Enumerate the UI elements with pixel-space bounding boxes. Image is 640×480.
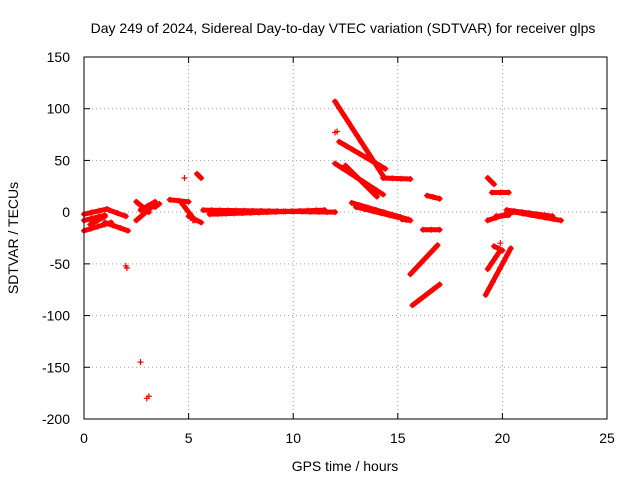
y-tick-label: -150 [42,359,70,375]
chart-title: Day 249 of 2024, Sidereal Day-to-day VTE… [91,20,596,36]
plot-frame [84,57,607,419]
data-track-34 [493,212,512,219]
data-point [137,359,143,365]
sdtvar-chart: Day 249 of 2024, Sidereal Day-to-day VTE… [0,0,640,480]
grid-lines [84,57,607,419]
data-track-20 [380,175,413,182]
track-line [105,222,128,230]
y-tick-label: 100 [47,101,71,117]
y-tick-label: 0 [62,204,70,220]
x-tick-label: 15 [390,430,406,446]
data-track-26 [420,227,443,233]
data-track-10 [167,197,192,205]
data-track-13 [194,171,204,181]
data-point [181,175,187,181]
data-track-24 [407,242,440,277]
x-tick-label: 5 [185,430,193,446]
data-track-36 [512,209,564,223]
data-track-4 [102,219,131,233]
data-track-23 [399,216,413,223]
x-tick-label: 20 [495,430,511,446]
data-track-19 [343,163,380,200]
data-track-32 [489,189,512,195]
x-axis-label: GPS time / hours [292,458,399,474]
y-tick-label: 50 [54,152,70,168]
data-track-5 [106,207,129,219]
y-axis-label: SDTVAR / TECUs [5,182,21,294]
data-track-31 [485,175,497,187]
y-tick-label: -200 [42,411,70,427]
y-tick-label: -50 [50,256,70,272]
x-tick-label: 25 [599,430,615,446]
y-tick-label: 150 [47,49,71,65]
track-line [410,245,437,274]
data-track-25 [409,282,442,309]
track-line [383,178,410,179]
data-points [81,98,564,401]
data-track-12 [186,213,205,225]
y-tick-label: -100 [42,308,70,324]
data-track-27 [424,193,443,202]
x-tick-label: 0 [80,430,88,446]
x-tick-label: 10 [285,430,301,446]
